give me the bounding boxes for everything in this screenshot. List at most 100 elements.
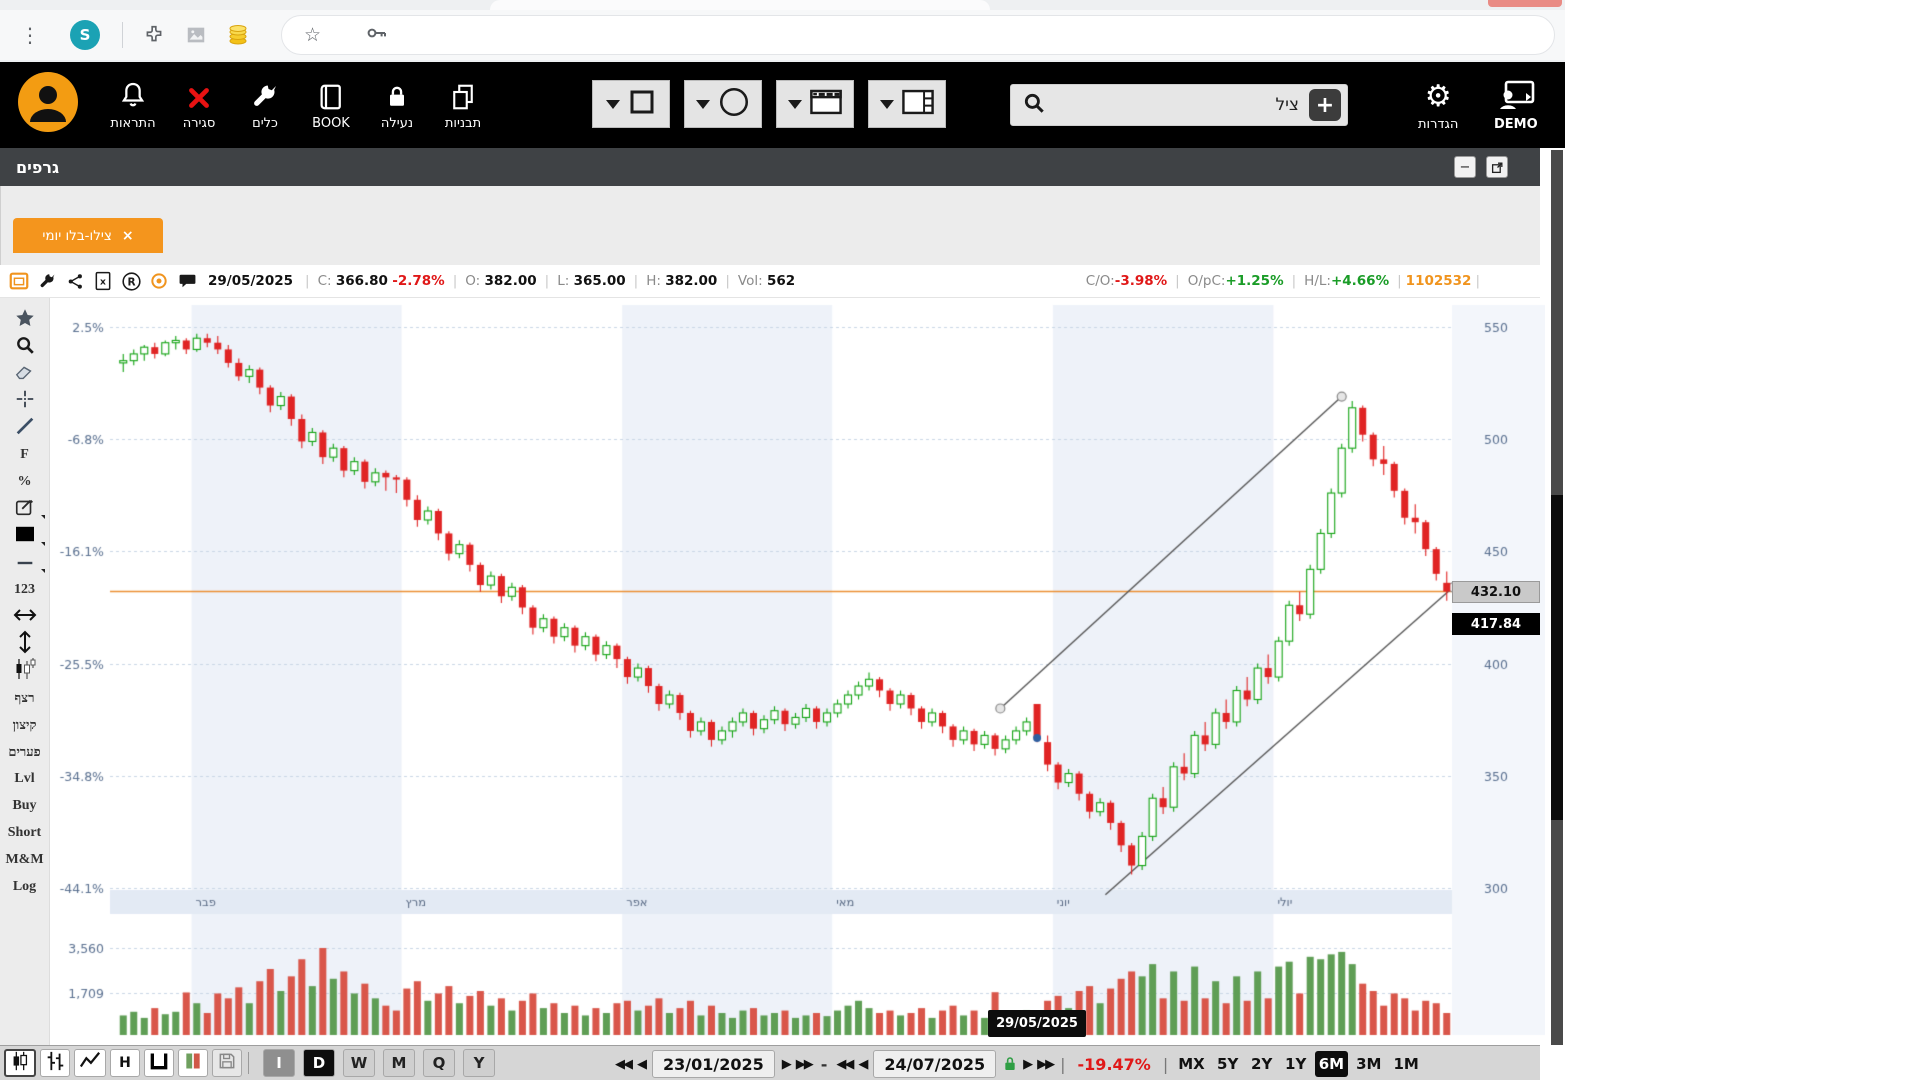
period-MX-button[interactable]: MX [1178,1055,1205,1073]
tool-mm[interactable]: M&M [3,846,47,873]
tool-eraser[interactable] [3,360,47,387]
browser-tab[interactable] [490,0,990,12]
skip-start-icon-2[interactable]: ◀◀ [836,1056,854,1072]
excel-doc-icon[interactable]: x [92,270,114,292]
minimize-button[interactable]: − [1454,156,1476,178]
step-fwd-icon-2[interactable]: ▶ [1023,1056,1033,1072]
add-symbol-button[interactable]: + [1309,89,1341,121]
bookmark-star-icon[interactable]: ☆ [304,24,322,46]
scrollbar-thumb[interactable] [1551,495,1563,820]
to-date[interactable]: 24/07/2025 [873,1050,997,1078]
step-back-icon-2[interactable]: ◀ [858,1056,868,1072]
popout-icon[interactable] [1486,156,1508,178]
tool-h-scale[interactable] [3,603,47,630]
step-back-icon[interactable]: ◀ [637,1056,647,1072]
extension-coins-icon[interactable] [225,22,251,48]
tool-percent[interactable]: % [3,468,47,495]
browser-profile-avatar[interactable]: S [70,20,100,50]
tool-v-scale[interactable] [3,630,47,657]
tool-line-style[interactable] [3,549,47,576]
tool-buy[interactable]: Buy [3,792,47,819]
charttype-high-low-button[interactable]: H [110,1049,140,1077]
tool-pearim[interactable]: פערים [3,738,47,765]
ratio-fields: C/O:-3.98% | O/pC:+1.25% | H/L:+4.66% | … [1085,273,1480,289]
dropdown-layout-split[interactable] [868,80,946,128]
tool-lvl[interactable]: Lvl [3,765,47,792]
search-input[interactable] [1047,95,1309,115]
tool-annotate[interactable] [3,495,47,522]
tool-label: Buy [12,797,37,813]
interval-W-button[interactable]: W [343,1049,375,1077]
toolbar-item-label: תבניות [444,116,482,131]
period-1M-button[interactable]: 1M [1393,1055,1419,1073]
tool-mini-candles[interactable] [3,657,47,684]
dropdown-layout-window[interactable] [776,80,854,128]
step-fwd-icon[interactable]: ▶ [781,1056,792,1072]
dropdown-layout-circle[interactable] [684,80,762,128]
tool-numbers[interactable]: 123 [3,576,47,603]
tool-short[interactable]: Short [3,819,47,846]
toolbar-item-templates[interactable]: תבניות [430,68,496,131]
charttype-volume-colors-button[interactable] [178,1049,208,1077]
interval-Y-button[interactable]: Y [463,1049,495,1077]
magnifier-icon [14,334,36,360]
settings-button[interactable]: ⚙ הגדרות [1418,70,1458,132]
tool-favorites[interactable] [3,306,47,333]
browser-accent [1488,0,1562,7]
period-6M-button[interactable]: 6M [1314,1051,1349,1077]
address-bar[interactable]: ☆ [281,15,1555,55]
toolbar-item-book[interactable]: BOOK [298,68,364,131]
period-3M-button[interactable]: 3M [1356,1055,1382,1073]
browser-menu-icon[interactable]: ⋮ [20,23,40,47]
copy-icon [448,68,478,112]
toolbar-item-label: BOOK [312,116,350,131]
period-2Y-button[interactable]: 2Y [1251,1055,1273,1073]
candlestick-chart[interactable] [50,298,1545,1045]
tool-retsef[interactable]: רצף [3,684,47,711]
tool-crosshair[interactable] [3,387,47,414]
extension-puzzle-icon[interactable] [141,22,167,48]
charttype-save-button[interactable] [212,1049,242,1077]
charttype-candles-button[interactable] [4,1049,36,1077]
interval-D-button[interactable]: D [303,1049,335,1077]
charttype-line-button[interactable] [74,1049,106,1077]
tool-log[interactable]: Log [3,873,47,900]
share-icon[interactable] [64,270,86,292]
skip-end-icon[interactable]: ▶▶ [795,1056,814,1072]
chevron-down-icon [695,99,710,109]
lock-green-icon[interactable] [1002,1055,1018,1073]
period-5Y-button[interactable]: 5Y [1217,1055,1239,1073]
skip-start-icon[interactable]: ◀◀ [615,1056,633,1072]
toolbar-item-tools[interactable]: כלים [232,68,298,131]
tool-trend-line[interactable] [3,414,47,441]
extension-image-icon[interactable] [183,22,209,48]
tool-fill-color[interactable] [3,522,47,549]
tool-kitzon[interactable]: קיצון [3,711,47,738]
toolbar-item-alerts[interactable]: התראות [100,68,166,131]
toolbar-item-lock[interactable]: נעילה [364,68,430,131]
toolbar-item-close[interactable]: סגירה [166,68,232,131]
demo-button[interactable]: DEMO [1494,70,1538,132]
dropdown-layout-square[interactable] [592,80,670,128]
window-orange-icon[interactable] [8,270,30,292]
vertical-scrollbar[interactable] [1551,150,1563,1045]
password-key-icon[interactable] [365,21,389,50]
interval-Q-button[interactable]: Q [423,1049,455,1077]
skip-end-icon-2[interactable]: ▶▶ [1037,1056,1055,1072]
from-date[interactable]: 23/01/2025 [652,1050,775,1078]
tool-fibonacci[interactable]: F [3,441,47,468]
wrench-dark-icon[interactable] [36,270,58,292]
tab-close-icon[interactable]: × [121,227,134,244]
period-1Y-button[interactable]: 1Y [1285,1055,1307,1073]
interval-M-button[interactable]: M [383,1049,415,1077]
symbol-tab[interactable]: צילו-בלו יומי × [13,218,163,253]
target-icon[interactable] [148,270,170,292]
charttype-step-button[interactable] [144,1049,174,1077]
interval-I-button[interactable]: I [263,1049,295,1077]
tool-zoom[interactable] [3,333,47,360]
registered-icon[interactable]: R [120,270,142,292]
charttype-ohlc-button[interactable] [40,1049,70,1077]
speech-icon[interactable] [176,270,198,292]
window-tabs-icon [809,87,843,121]
user-avatar[interactable] [16,70,80,134]
